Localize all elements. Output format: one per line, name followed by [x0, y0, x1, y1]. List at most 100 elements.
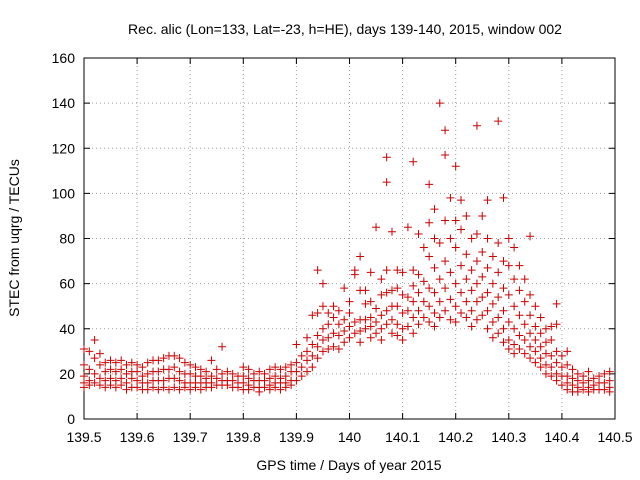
data-point	[207, 356, 216, 365]
data-point	[340, 327, 349, 336]
data-point	[106, 356, 115, 365]
data-point	[122, 369, 131, 378]
data-point	[515, 345, 524, 354]
data-point	[552, 369, 561, 378]
data-point	[457, 288, 466, 297]
data-point	[504, 261, 513, 270]
data-point	[318, 347, 327, 356]
data-point	[425, 180, 434, 189]
data-point	[260, 383, 269, 392]
data-point	[143, 378, 152, 387]
data-point	[494, 329, 503, 338]
data-point	[441, 306, 450, 315]
data-point	[303, 356, 312, 365]
data-point	[170, 363, 179, 372]
data-point	[552, 347, 561, 356]
data-point	[85, 365, 94, 374]
data-point	[138, 372, 147, 381]
data-point	[531, 347, 540, 356]
grid	[84, 58, 615, 419]
data-point	[382, 153, 391, 162]
data-point	[483, 288, 492, 297]
data-point	[127, 358, 136, 367]
data-point	[520, 297, 529, 306]
data-point	[387, 227, 396, 236]
x-tick-label: 140.5	[597, 429, 632, 445]
data-point	[90, 378, 99, 387]
data-point	[451, 216, 460, 225]
data-point	[271, 383, 280, 392]
data-point	[462, 297, 471, 306]
data-point	[106, 381, 115, 390]
data-point	[483, 196, 492, 205]
data-point	[90, 354, 99, 363]
data-point	[510, 302, 519, 311]
data-point	[584, 376, 593, 385]
data-point	[117, 381, 126, 390]
data-point	[446, 234, 455, 243]
data-point	[425, 284, 434, 293]
data-point	[308, 351, 317, 360]
data-point	[483, 263, 492, 272]
data-point	[159, 376, 168, 385]
data-point	[318, 324, 327, 333]
data-point	[164, 365, 173, 374]
data-point	[435, 239, 444, 248]
data-point	[255, 387, 264, 396]
data-point	[233, 383, 242, 392]
data-point	[149, 383, 158, 392]
data-point	[605, 367, 614, 376]
data-point	[95, 381, 104, 390]
data-point	[143, 369, 152, 378]
x-axis-label: GPS time / Days of year 2015	[256, 457, 441, 473]
data-point	[170, 383, 179, 392]
data-point	[488, 333, 497, 342]
data-point	[494, 239, 503, 248]
data-point	[308, 363, 317, 372]
data-point	[478, 272, 487, 281]
data-point	[377, 311, 386, 320]
data-point	[488, 252, 497, 261]
data-point	[122, 378, 131, 387]
data-point	[239, 363, 248, 372]
data-point	[547, 363, 556, 372]
data-point	[202, 367, 211, 376]
data-point	[350, 270, 359, 279]
data-point	[324, 308, 333, 317]
y-tick-label: 160	[52, 50, 76, 66]
data-point	[350, 329, 359, 338]
data-point	[536, 354, 545, 363]
data-point	[494, 117, 503, 126]
data-point	[579, 385, 588, 394]
data-point	[133, 367, 142, 376]
data-point	[297, 351, 306, 360]
data-point	[446, 268, 455, 277]
data-point	[318, 302, 327, 311]
data-point	[520, 336, 529, 345]
data-point	[366, 322, 375, 331]
data-point	[329, 313, 338, 322]
data-point	[80, 372, 88, 381]
data-point	[223, 367, 232, 376]
data-point	[218, 369, 227, 378]
data-point	[255, 367, 264, 376]
data-point	[430, 234, 439, 243]
data-point	[175, 376, 184, 385]
data-point	[324, 333, 333, 342]
data-point	[499, 193, 508, 202]
data-point	[414, 320, 423, 329]
data-point	[366, 268, 375, 277]
data-point	[414, 288, 423, 297]
data-point	[600, 385, 609, 394]
data-point	[154, 385, 163, 394]
data-point	[435, 313, 444, 322]
y-tick-label: 40	[59, 321, 75, 337]
data-point	[605, 376, 614, 385]
data-point	[329, 342, 338, 351]
data-point	[403, 293, 412, 302]
data-point	[504, 345, 513, 354]
data-point	[324, 345, 333, 354]
data-point	[329, 302, 338, 311]
data-point	[472, 297, 481, 306]
data-point	[361, 315, 370, 324]
